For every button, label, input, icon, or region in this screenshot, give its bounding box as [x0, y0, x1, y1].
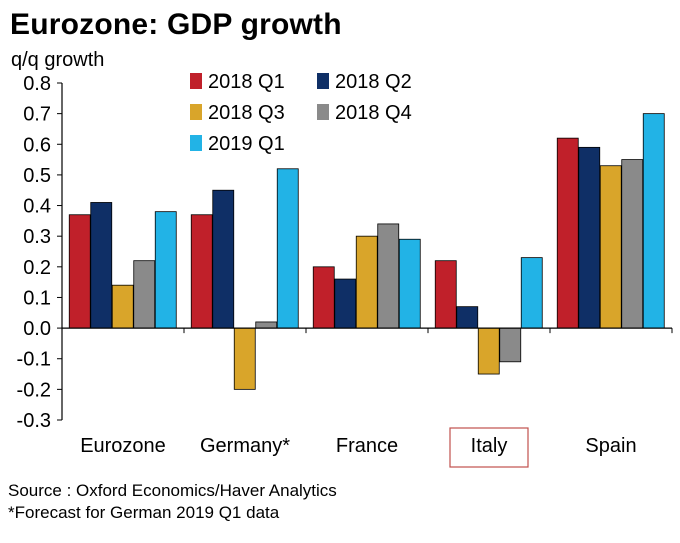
- bar-eurozone-series-1: [68, 214, 91, 329]
- forecast-footnote: *Forecast for German 2019 Q1 data: [8, 503, 280, 522]
- bar-spain-series-4: [621, 159, 644, 329]
- bar-eurozone-series-4: [133, 260, 156, 329]
- y-tick-label: 0.5: [23, 165, 51, 187]
- bar-spain-series-3: [599, 165, 622, 329]
- y-tick-label: 0.2: [23, 257, 51, 279]
- bar-italy-series-3: [477, 327, 500, 375]
- y-tick-label: 0.6: [23, 134, 51, 156]
- bar-germany-series-3: [233, 327, 256, 390]
- category-label: France: [336, 435, 398, 457]
- legend-label: 2018 Q1: [208, 71, 285, 93]
- bar-italy-series-4: [499, 327, 522, 363]
- legend-label: 2018 Q3: [208, 102, 285, 124]
- legend-label: 2018 Q4: [335, 102, 412, 124]
- y-tick-label: 0.3: [23, 226, 51, 248]
- legend-label: 2018 Q2: [335, 71, 412, 93]
- y-tick-label: 0.0: [23, 318, 51, 340]
- category-label: Germany*: [200, 435, 290, 457]
- bar-spain-series-1: [556, 137, 579, 329]
- bar-eurozone-series-3: [111, 284, 134, 329]
- bar-france-series-3: [355, 235, 378, 329]
- bar-spain-series-5: [642, 113, 665, 329]
- y-tick-label: 0.8: [23, 73, 51, 95]
- legend-label: 2019 Q1: [208, 133, 285, 155]
- bar-italy-series-5: [520, 257, 543, 329]
- bar-france-series-4: [377, 223, 400, 329]
- bar-series-group: [68, 113, 665, 390]
- bar-spain-series-2: [578, 146, 601, 329]
- bar-germany-series-2: [212, 189, 235, 329]
- axes-group: Eurozone Germany* France Italy Spain 0.8 0.7 0.…: [17, 73, 673, 468]
- y-tick-label: -0.1: [17, 349, 51, 371]
- bar-germany-series-4: [255, 321, 278, 329]
- y-tick-label: 0.1: [23, 287, 51, 309]
- category-label: Italy: [471, 435, 508, 457]
- legend-swatch: [317, 73, 329, 89]
- legend-swatch: [190, 104, 202, 120]
- highlight-box: [449, 427, 529, 468]
- source-note: Source : Oxford Economics/Haver Analytic…: [8, 481, 337, 500]
- bar-france-series-1: [312, 266, 335, 329]
- chart-title: Eurozone: GDP growth: [10, 8, 342, 41]
- category-label: Eurozone: [80, 435, 166, 457]
- y-axis-label: q/q growth: [11, 49, 105, 71]
- y-tick-label: 0.7: [23, 104, 51, 126]
- bar-france-series-5: [398, 238, 421, 329]
- category-label: Spain: [585, 435, 636, 457]
- y-tick-label: -0.2: [17, 379, 51, 401]
- bar-eurozone-series-5: [154, 211, 177, 329]
- y-tick-label: -0.3: [17, 410, 51, 432]
- bar-eurozone-series-2: [90, 202, 113, 329]
- bar-germany-series-1: [190, 214, 213, 329]
- bar-france-series-2: [334, 278, 357, 329]
- y-tick-label: 0.4: [23, 196, 51, 218]
- legend-swatch: [317, 104, 329, 120]
- chart-legend: 2018 Q1 2018 Q2 2018 Q3 2018 Q4 2019 Q1: [190, 71, 412, 155]
- legend-swatch: [190, 73, 202, 89]
- bar-germany-series-5: [276, 168, 299, 329]
- bar-italy-series-1: [434, 260, 457, 329]
- legend-swatch: [190, 135, 202, 151]
- bar-italy-series-2: [456, 306, 479, 329]
